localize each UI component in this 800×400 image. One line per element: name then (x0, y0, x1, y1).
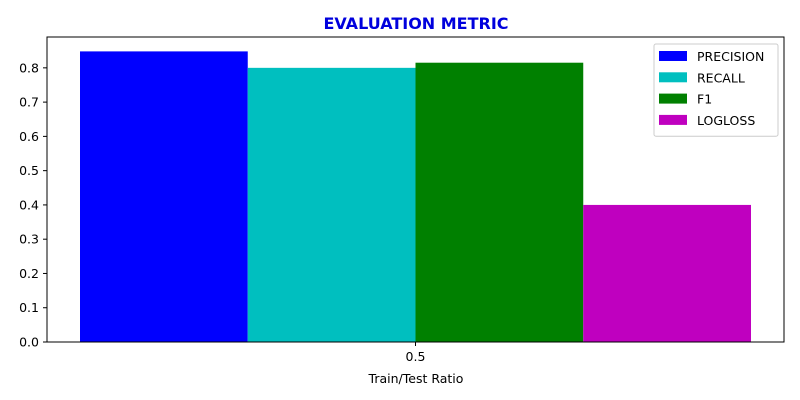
y-tick-label: 0.6 (19, 129, 39, 144)
bar-recall-0.5 (247, 67, 416, 342)
x-axis: 0.5 (406, 342, 426, 364)
y-tick-label: 0.5 (19, 163, 39, 178)
y-tick-label: 0.3 (19, 232, 39, 247)
x-tick-label: 0.5 (406, 349, 426, 364)
legend: PRECISION RECALL F1 LOGLOSS (653, 43, 779, 137)
y-tick-label: 0.2 (19, 266, 39, 281)
y-tick-label: 0.1 (19, 300, 39, 315)
y-axis: 0.0 0.1 0.2 0.3 0.4 0.5 0.6 0.7 0.8 (19, 60, 47, 350)
bars-group (80, 51, 751, 343)
legend-label-logloss: LOGLOSS (697, 113, 755, 128)
chart-title: EVALUATION METRIC (323, 14, 508, 33)
legend-swatch-f1 (659, 93, 687, 104)
legend-frame (653, 43, 779, 137)
legend-swatch-recall (659, 72, 687, 83)
y-tick-label: 0.4 (19, 197, 39, 212)
x-axis-title: Train/Test Ratio (368, 371, 464, 386)
legend-swatch-logloss (659, 114, 687, 125)
y-tick-label: 0.7 (19, 95, 39, 110)
legend-swatch-precision (659, 51, 687, 61)
plot-frame (46, 36, 785, 343)
bar-logloss-0.5 (583, 204, 751, 342)
legend-label-precision: PRECISION (697, 49, 764, 64)
y-tick-label: 0.0 (19, 335, 39, 350)
legend-label-f1: F1 (697, 92, 712, 107)
bar-f1-0.5 (415, 62, 584, 343)
legend-label-recall: RECALL (697, 70, 745, 85)
bar-precision-0.5 (80, 51, 248, 343)
y-tick-label: 0.8 (19, 60, 39, 75)
